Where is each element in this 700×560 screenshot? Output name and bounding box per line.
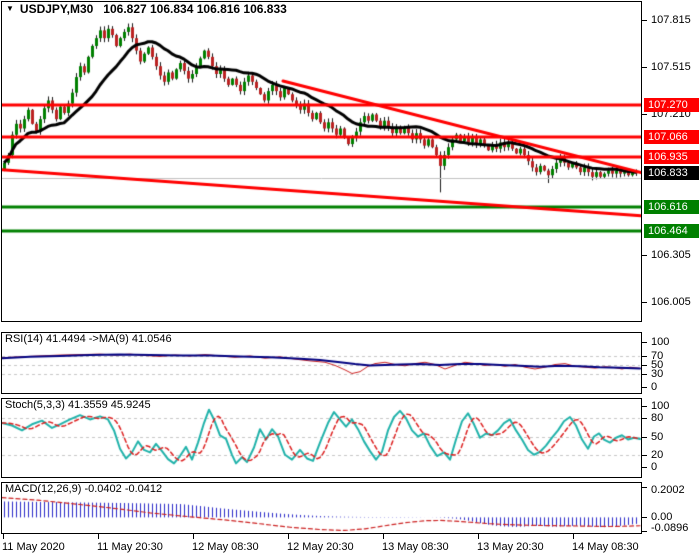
axis-tick: [642, 487, 647, 488]
macd-indicator-label: MACD(12,26,9) -0.0402 -0.0412: [5, 483, 163, 495]
axis-tick: [642, 342, 647, 343]
axis-price-label: 0: [651, 461, 658, 473]
axis-price-label: 80: [651, 412, 664, 424]
axis-price-label: 50: [651, 431, 664, 443]
axis-tick: [642, 455, 647, 456]
price-chart-canvas[interactable]: [2, 2, 641, 321]
axis-price-label: 20: [651, 449, 664, 461]
time-axis-label: 11 May 20:30: [97, 541, 163, 553]
axis-price-label: 100: [651, 336, 670, 348]
time-tick: [478, 534, 479, 539]
ohlc-readout: 106.827 106.834 106.816 106.833: [103, 2, 287, 16]
price-badge-support: 106.464: [644, 224, 699, 238]
axis-tick: [642, 255, 647, 256]
axis-price-label: 70: [651, 350, 664, 362]
time-tick: [573, 534, 574, 539]
axis-price-label: 106.005: [651, 296, 691, 308]
macd-panel: MACD(12,26,9) -0.0402 -0.0412: [1, 482, 642, 534]
axis-tick: [642, 114, 647, 115]
main-price-panel: [1, 1, 642, 322]
time-tick: [98, 534, 99, 539]
axis-price-label: 0: [651, 381, 658, 393]
symbol-label: USDJPY,M30: [19, 2, 94, 16]
price-badge-resistance: 107.270: [644, 98, 699, 112]
axis-price-label: 107.815: [651, 14, 691, 26]
axis-tick: [642, 406, 647, 407]
axis-price-label: 0.00: [651, 511, 673, 523]
rsi-indicator-label: RSI(14) 41.4494 ->MA(9) 41.0546: [5, 333, 172, 345]
macd-canvas[interactable]: [2, 483, 641, 533]
axis-tick: [642, 20, 647, 21]
time-axis-label: 12 May 08:30: [192, 541, 259, 553]
time-tick: [193, 534, 194, 539]
time-axis: 11 May 2020 11 May 20:30 12 May 08:30 12 Ma…: [0, 534, 700, 560]
stochastic-indicator-label: Stoch(5,3,3) 41.3559 45.9245: [5, 399, 151, 411]
price-badge-support: 106.616: [644, 200, 699, 214]
axis-price-label: -0.0896: [651, 522, 689, 534]
axis-price-label: 0.2002: [651, 484, 685, 496]
time-axis-label: 12 May 20:30: [287, 541, 354, 553]
axis-price-label: 30: [651, 368, 664, 380]
time-axis-label: 13 May 20:30: [477, 541, 544, 553]
price-badge-resistance: 106.935: [644, 150, 699, 164]
axis-price-label: 50: [651, 359, 664, 371]
stochastic-panel: Stoch(5,3,3) 41.3559 45.9245: [1, 398, 642, 478]
time-axis-label: 13 May 08:30: [382, 541, 449, 553]
axis-tick: [642, 365, 647, 366]
axis-tick: [642, 356, 647, 357]
price-axis: 107.815 107.515 107.210 106.305 106.005 107.2…: [642, 0, 700, 560]
axis-price-label: 100: [651, 400, 670, 412]
time-axis-label: 11 May 2020: [2, 541, 65, 553]
time-tick: [288, 534, 289, 539]
price-badge-last: 106.833: [644, 166, 699, 180]
time-tick: [383, 534, 384, 539]
time-axis-label: 14 May 08:30: [572, 541, 639, 553]
axis-tick: [642, 517, 647, 518]
axis-tick: [642, 387, 647, 388]
axis-tick: [642, 467, 647, 468]
axis-tick: [642, 531, 647, 532]
axis-tick: [642, 67, 647, 68]
price-badge-resistance: 107.066: [644, 130, 699, 144]
axis-tick: [642, 374, 647, 375]
axis-price-label: 106.305: [651, 249, 691, 261]
chart-title: ▼ USDJPY,M30 106.827 106.834 106.816 106…: [6, 2, 287, 16]
axis-tick: [642, 302, 647, 303]
axis-price-label: 107.515: [651, 61, 691, 73]
rsi-panel: RSI(14) 41.4494 ->MA(9) 41.0546: [1, 332, 642, 394]
axis-tick: [642, 437, 647, 438]
symbol-marker-icon: ▼: [6, 3, 14, 13]
stochastic-canvas[interactable]: [2, 399, 641, 477]
time-tick: [3, 534, 4, 539]
rsi-canvas[interactable]: [2, 333, 641, 393]
axis-tick: [642, 418, 647, 419]
